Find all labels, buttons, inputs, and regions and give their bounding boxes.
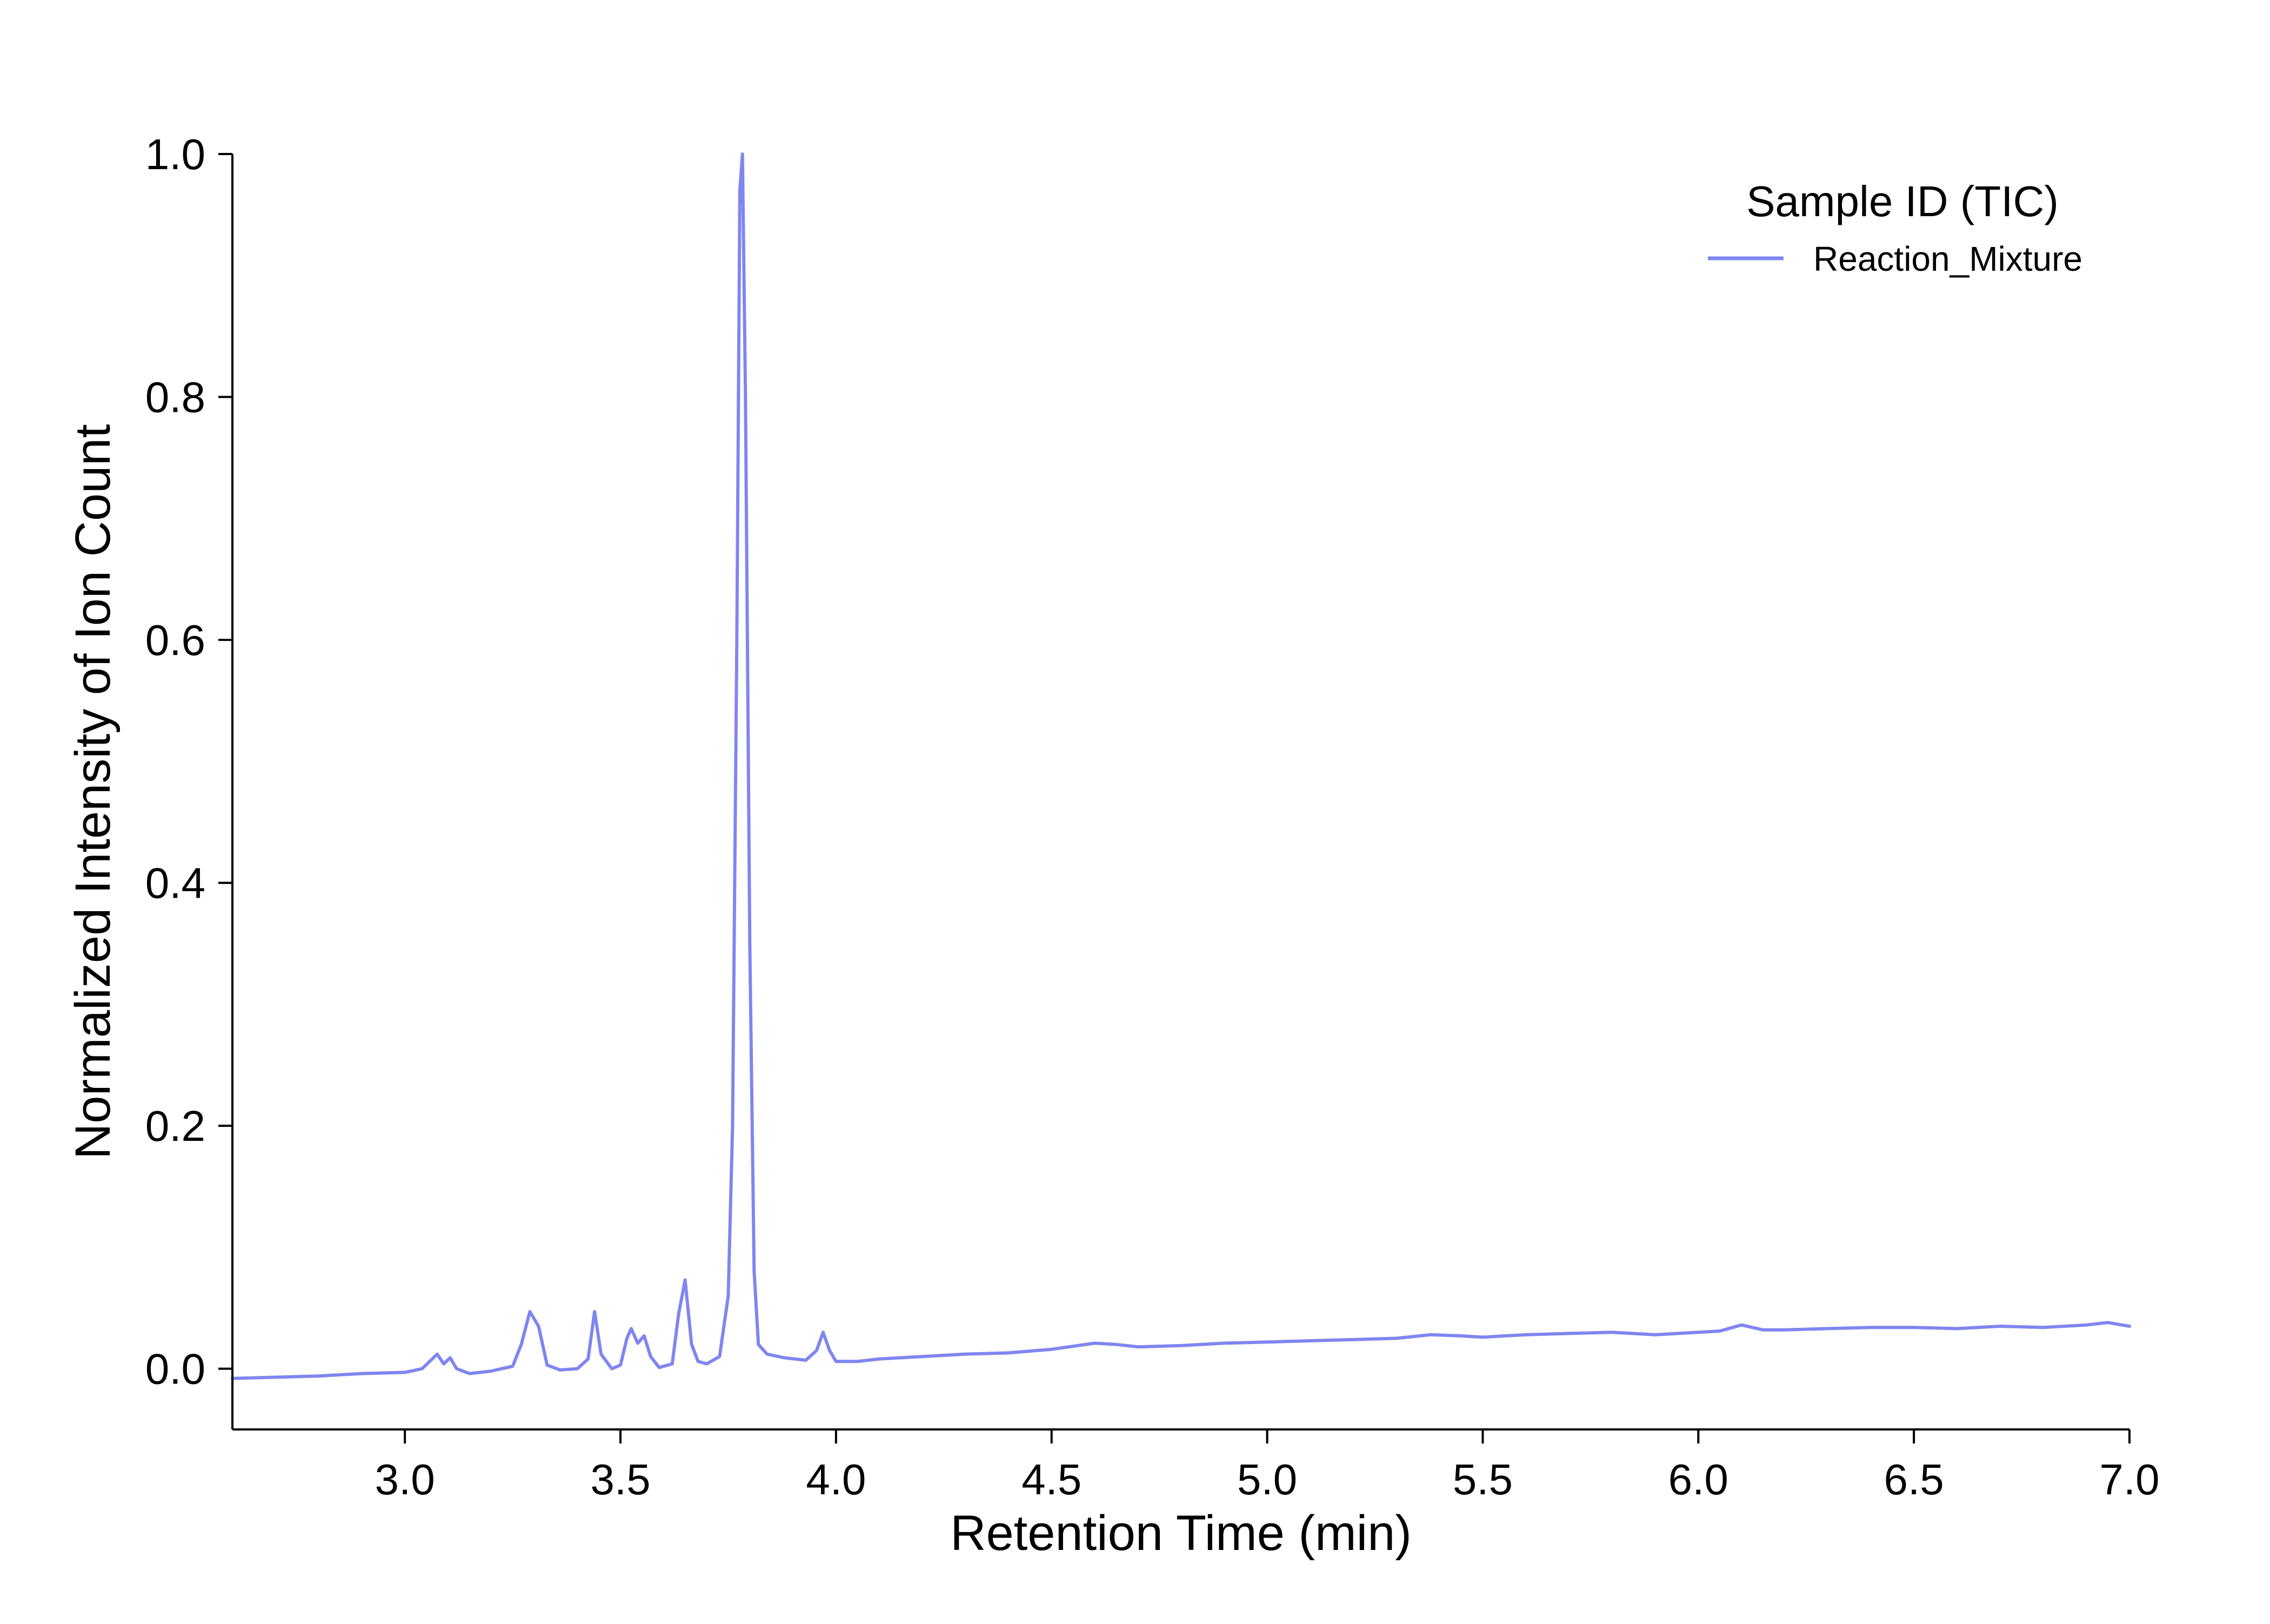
- axes: [231, 154, 2129, 1431]
- x-tick-label: 7.0: [2099, 1455, 2159, 1503]
- series-line-reaction-mixture: [231, 152, 2131, 1380]
- y-tick-label: 0.6: [145, 616, 205, 664]
- y-tick-label: 0.4: [145, 859, 205, 907]
- y-ticks: 0.0 0.2 0.4 0.6 0.8 1.0: [145, 130, 232, 1393]
- y-axis-label: Normalized Intensity of Ion Count: [65, 424, 121, 1159]
- x-tick-label: 5.0: [1237, 1455, 1297, 1503]
- y-tick-label: 0.0: [145, 1345, 205, 1393]
- x-ticks: 3.0 3.5 4.0 4.5 5.0 5.5 6.0 6.5 7.0: [375, 1429, 2160, 1503]
- y-tick-label: 0.2: [145, 1102, 205, 1150]
- legend: Sample ID (TIC) Reaction_Mixture: [1708, 177, 2082, 278]
- y-tick-label: 1.0: [145, 130, 205, 178]
- legend-label-reaction-mixture: Reaction_Mixture: [1813, 239, 2082, 278]
- x-tick-label: 6.0: [1668, 1455, 1728, 1503]
- legend-title: Sample ID (TIC): [1746, 177, 2059, 225]
- x-tick-label: 4.0: [806, 1455, 866, 1503]
- x-tick-label: 3.0: [375, 1455, 435, 1503]
- x-tick-label: 6.5: [1884, 1455, 1944, 1503]
- x-tick-label: 4.5: [1021, 1455, 1081, 1503]
- y-tick-label: 0.8: [145, 373, 205, 422]
- plot-area: [231, 152, 2131, 1380]
- x-tick-label: 5.5: [1453, 1455, 1513, 1503]
- x-axis-label: Retention Time (min): [950, 1506, 1412, 1561]
- x-tick-label: 3.5: [590, 1455, 650, 1503]
